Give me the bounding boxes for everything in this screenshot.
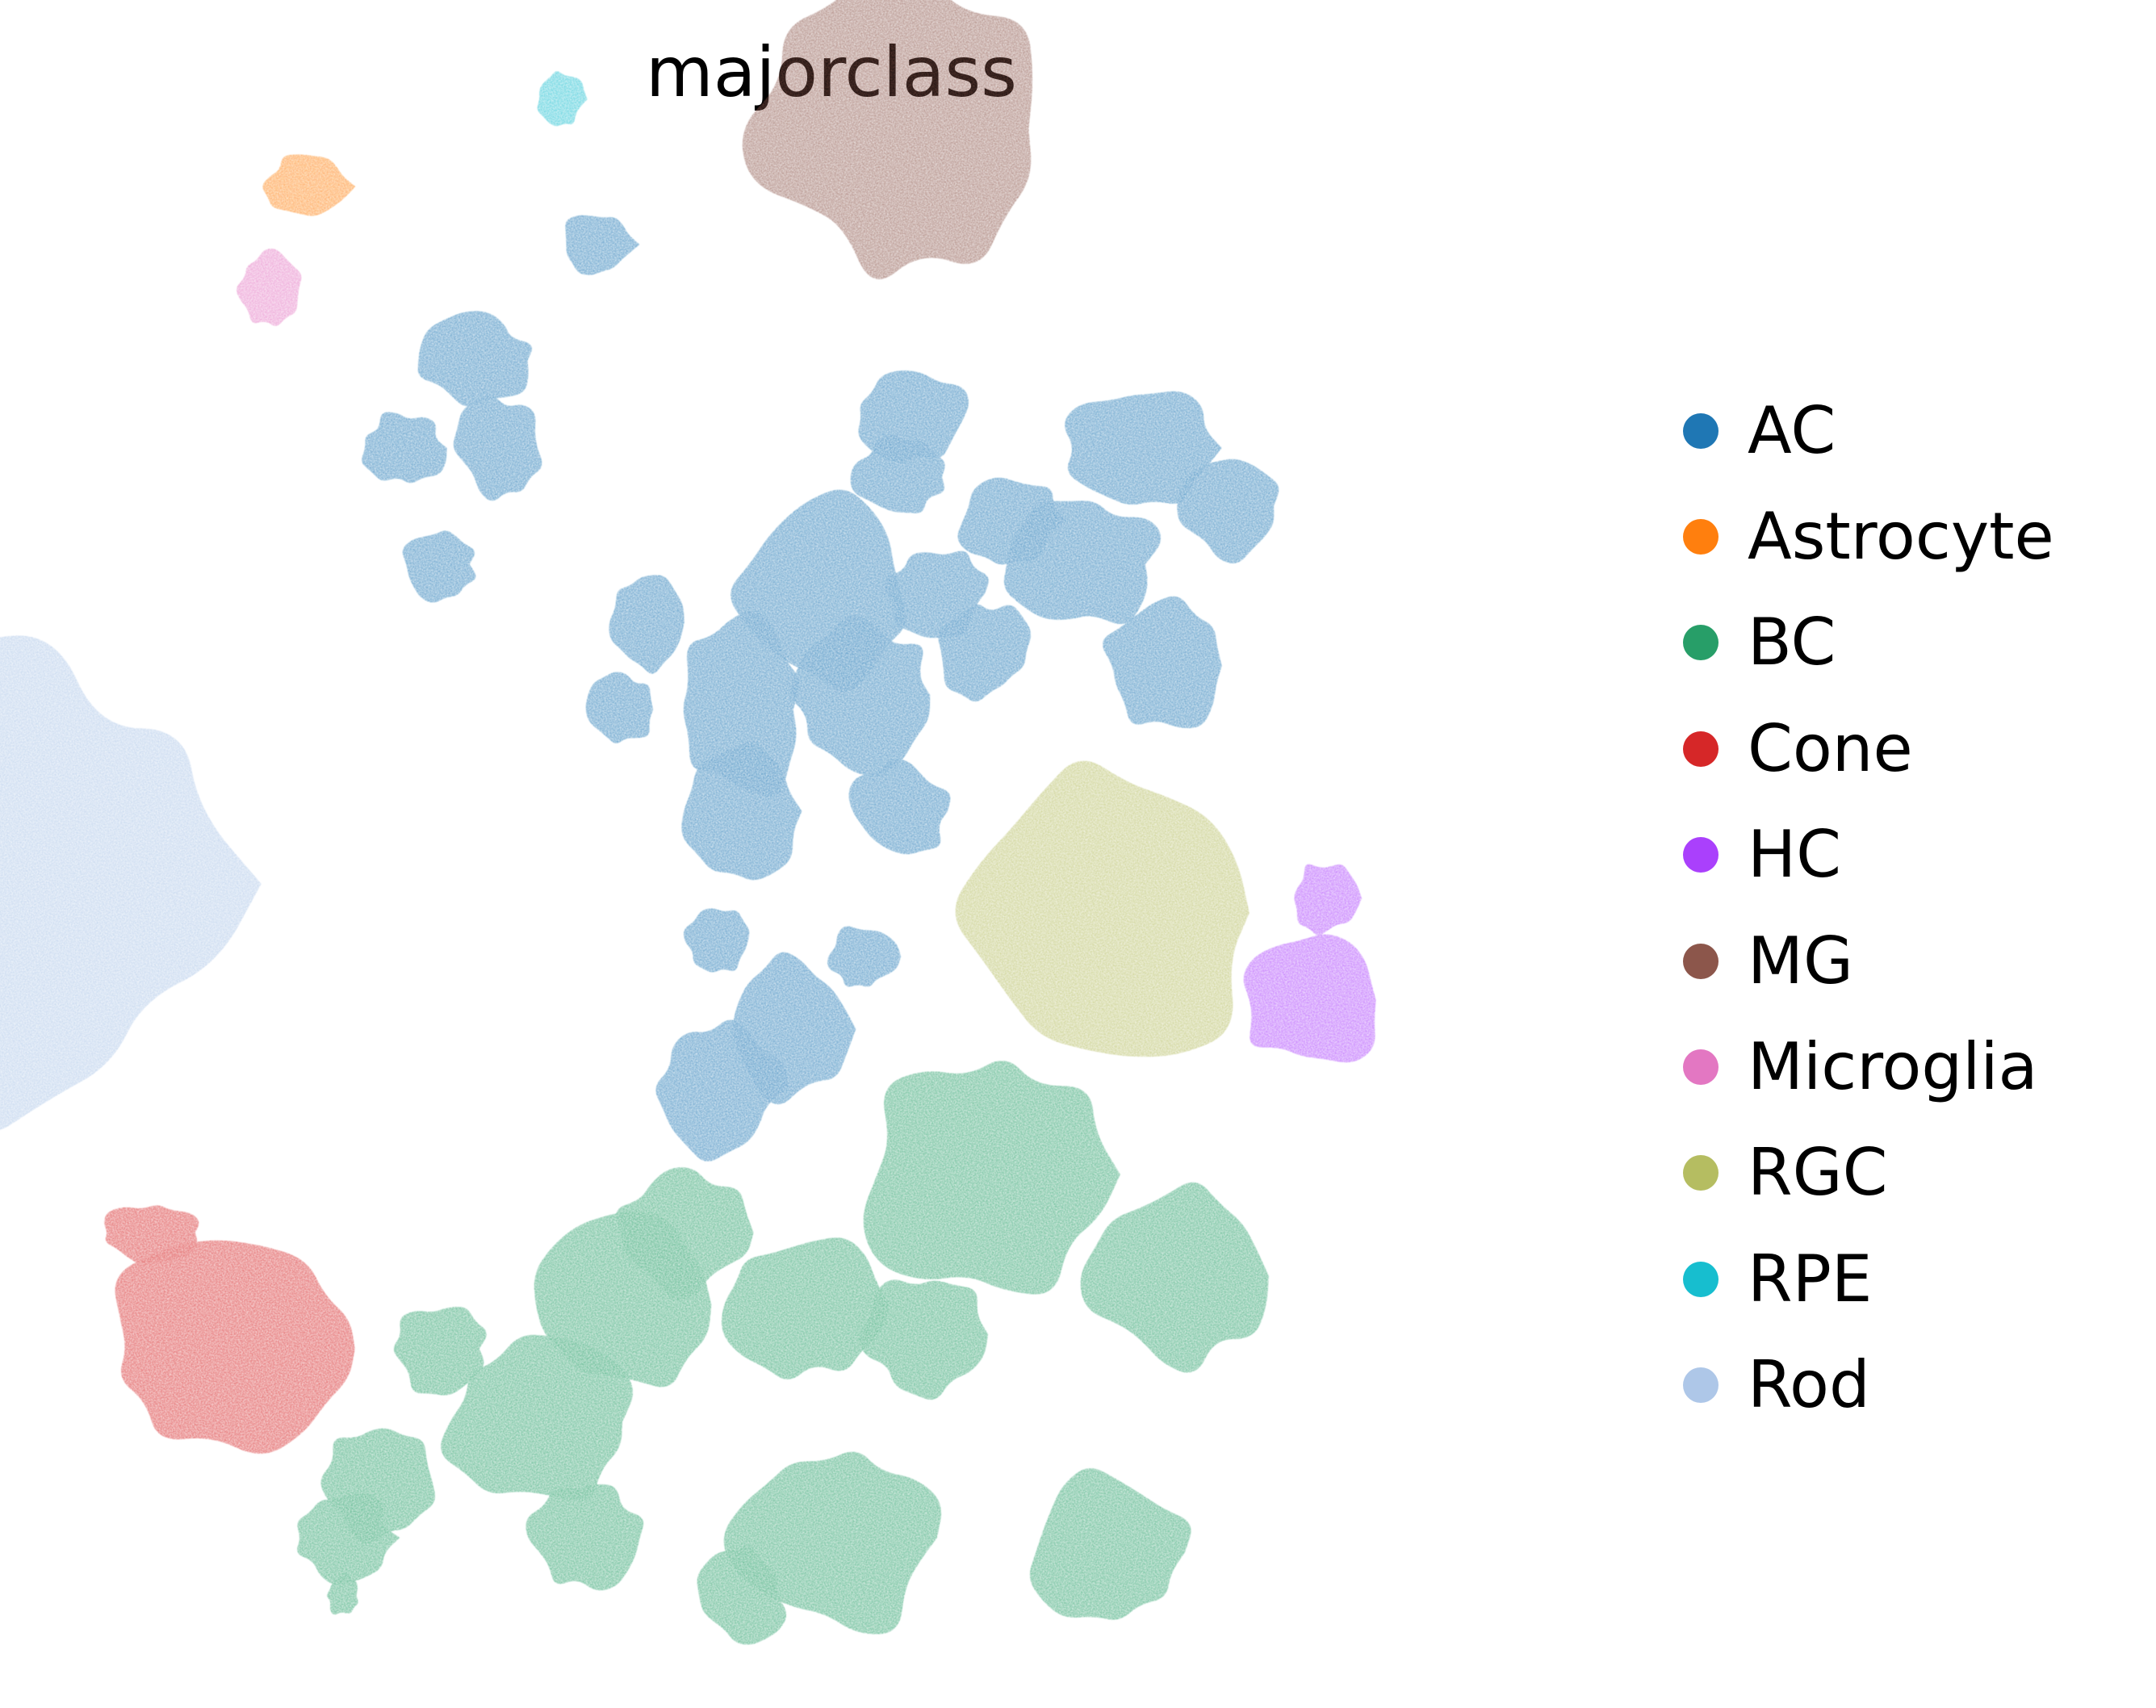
cluster-bc-10 (525, 1484, 644, 1591)
series-rod (0, 635, 262, 1130)
cluster-ac-19 (1102, 596, 1222, 729)
cluster-ac-23 (683, 908, 750, 973)
legend-label: HC (1748, 817, 1842, 893)
cluster-astrocyte-0 (262, 154, 356, 216)
series-cone (104, 1205, 355, 1454)
series-rpe (537, 71, 588, 127)
cluster-ac-18 (957, 477, 1066, 565)
legend-swatch (1683, 412, 1719, 449)
legend-item-microglia: Microglia (1683, 1014, 2054, 1120)
legend-item-hc: HC (1683, 802, 2054, 908)
legend-swatch (1683, 1049, 1719, 1086)
legend-item-mg: MG (1683, 908, 2054, 1014)
cluster-bc-6 (441, 1334, 633, 1501)
cluster-bc-11 (697, 1545, 786, 1645)
legend-swatch (1683, 1367, 1719, 1404)
cluster-ac-11 (453, 396, 542, 501)
legend-item-rpe: RPE (1683, 1226, 2054, 1332)
cluster-microglia-0 (236, 248, 302, 326)
cluster-rpe-0 (537, 71, 588, 127)
legend-swatch (1683, 943, 1719, 979)
legend-label: Microglia (1748, 1029, 2038, 1105)
cluster-hc-1 (1294, 864, 1362, 936)
legend-label: AC (1748, 392, 1836, 468)
series-rgc (955, 760, 1250, 1057)
cluster-ac-2 (681, 742, 802, 881)
legend-item-cone: Cone (1683, 696, 2054, 802)
legend-swatch (1683, 625, 1719, 661)
legend-label: Cone (1748, 710, 1913, 786)
cluster-ac-15 (565, 215, 640, 275)
cluster-ac-16 (1065, 391, 1222, 505)
legend-swatch (1683, 519, 1719, 555)
legend-label: MG (1748, 923, 1854, 998)
cluster-ac-0 (683, 610, 800, 797)
legend-item-ac: AC (1683, 378, 2054, 484)
legend-label: BC (1748, 605, 1836, 680)
cluster-bc-8 (723, 1451, 942, 1635)
cluster-hc-0 (1243, 934, 1376, 1063)
cluster-ac-3 (790, 615, 931, 777)
legend-swatch (1683, 731, 1719, 767)
legend-label: RPE (1748, 1241, 1873, 1317)
legend-label: Astrocyte (1748, 499, 2054, 575)
series-ac (362, 215, 1279, 1162)
cluster-bc-13 (297, 1492, 400, 1585)
cluster-bc-9 (1029, 1468, 1191, 1620)
series-microglia (236, 248, 302, 326)
cluster-bc-5 (858, 1279, 989, 1400)
legend-item-astrocyte: Astrocyte (1683, 484, 2054, 589)
cluster-ac-14 (417, 311, 533, 407)
series-mg (742, 0, 1033, 279)
cluster-bc-7 (393, 1306, 487, 1396)
cluster-bc-0 (863, 1061, 1120, 1295)
cluster-ac-24 (827, 926, 901, 987)
cluster-ac-12 (402, 530, 476, 603)
cluster-mg-0 (742, 0, 1033, 279)
cluster-cone-1 (104, 1205, 199, 1264)
series-astrocyte (262, 154, 356, 216)
cluster-ac-13 (362, 412, 447, 484)
cluster-bc-14 (327, 1573, 358, 1615)
cluster-ac-10 (858, 370, 969, 463)
cluster-cone-0 (115, 1240, 355, 1454)
cluster-bc-4 (722, 1237, 890, 1379)
legend-label: Rod (1748, 1347, 1870, 1423)
cluster-ac-20 (1177, 458, 1279, 563)
cluster-rgc-0 (955, 760, 1250, 1057)
legend-swatch (1683, 837, 1719, 873)
legend-item-rod: Rod (1683, 1333, 2054, 1438)
legend-item-rgc: RGC (1683, 1120, 2054, 1226)
cluster-rod-0 (0, 635, 262, 1130)
legend-item-bc: BC (1683, 590, 2054, 696)
series-bc (297, 1061, 1269, 1645)
cluster-ac-21 (609, 575, 684, 674)
legend-label: RGC (1748, 1135, 1888, 1211)
cluster-ac-6 (848, 759, 951, 855)
legend-swatch (1683, 1261, 1719, 1297)
cluster-ac-8 (938, 604, 1031, 702)
cluster-ac-22 (585, 672, 654, 743)
legend: AC Astrocyte BC Cone HC MG Microglia RGC RPE Rod (1683, 378, 2054, 1438)
cluster-ac-5 (655, 1019, 789, 1162)
series-hc (1243, 864, 1376, 1063)
legend-swatch (1683, 1155, 1719, 1191)
cluster-bc-1 (1080, 1182, 1269, 1373)
